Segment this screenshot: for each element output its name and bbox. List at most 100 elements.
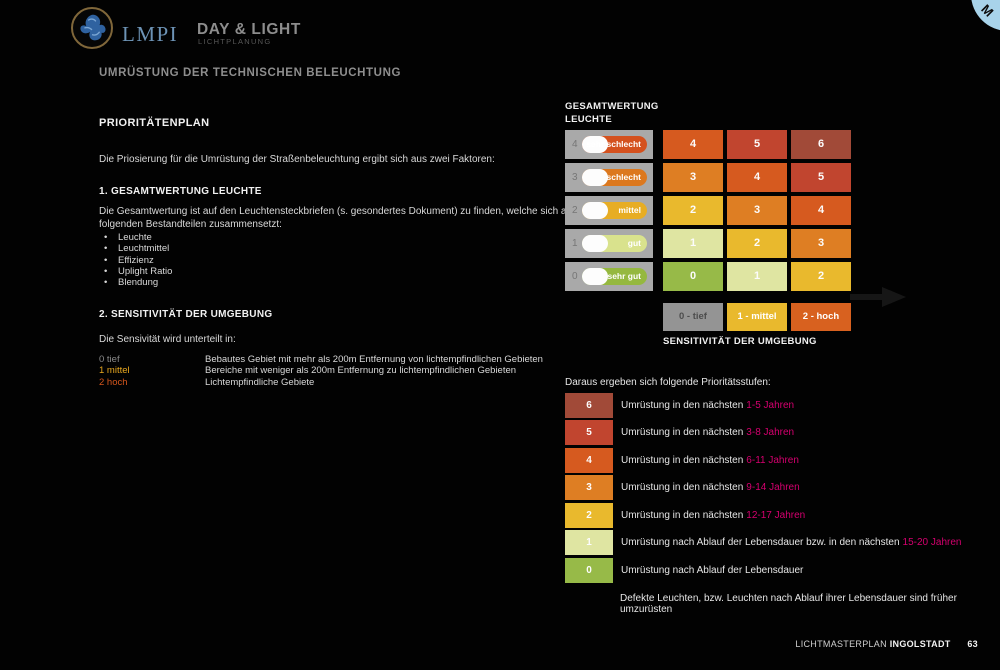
rating-value: 3 bbox=[572, 172, 578, 183]
slider-knob bbox=[582, 169, 608, 186]
matrix-col-axis-title: SENSITIVITÄT DER UMGEBUNG bbox=[663, 336, 817, 347]
intro-paragraph: Die Priosierung für die Umrüstung der St… bbox=[99, 154, 495, 165]
priority-row: 1 Umrüstung nach Ablauf der Lebensdauer … bbox=[565, 530, 961, 555]
priority-row: 4 Umrüstung in den nächsten 6-11 Jahren bbox=[565, 448, 799, 473]
bullet-item: Blendung bbox=[99, 277, 529, 289]
priority-years: 9-14 Jahren bbox=[746, 482, 800, 493]
matrix-cell: 4 bbox=[727, 163, 787, 192]
slider-knob bbox=[582, 268, 608, 285]
footer: LICHTMASTERPLAN INGOLSTADT 63 bbox=[795, 639, 978, 649]
matrix-cell: 0 bbox=[663, 262, 723, 291]
matrix-cell: 2 bbox=[727, 229, 787, 258]
slider-label: gut bbox=[627, 238, 641, 248]
lichtplanung-subtitle: LICHTPLANUNG bbox=[198, 37, 272, 46]
rating-slider-sehr-schlecht: 4 sehr schlecht bbox=[565, 130, 653, 159]
slider-knob bbox=[582, 235, 608, 252]
legend-row: 2 hoch Lichtempfindliche Gebiete bbox=[99, 377, 579, 388]
column-header-mittel: 1 - mittel bbox=[727, 303, 787, 331]
factor2-body: Die Sensivität wird unterteilt in: bbox=[99, 334, 236, 345]
rating-value: 1 bbox=[572, 238, 578, 249]
matrix-cell: 2 bbox=[791, 262, 851, 291]
priorities-intro: Daraus ergeben sich folgende Prioritätss… bbox=[565, 377, 771, 388]
factor1-heading: 1. GESAMTWERTUNG LEUCHTE bbox=[99, 186, 262, 197]
lmpi-logo-badge bbox=[71, 7, 113, 49]
priority-value-box: 4 bbox=[565, 448, 613, 473]
rating-slider-mittel: 2 mittel bbox=[565, 196, 653, 225]
slider-knob bbox=[582, 202, 608, 219]
matrix-row-axis-title: GESAMTWERTUNG LEUCHTE bbox=[565, 101, 659, 125]
priority-description: Umrüstung in den nächsten 6-11 Jahren bbox=[621, 455, 799, 466]
matrix-cell: 4 bbox=[791, 196, 851, 225]
priority-value-box: 6 bbox=[565, 393, 613, 418]
legend-label: 1 mittel bbox=[99, 365, 130, 377]
factor1-body: Die Gesamtwertung ist auf den Leuchtenst… bbox=[99, 206, 578, 230]
slider-label: sehr schlecht bbox=[586, 139, 641, 149]
legend-description: Lichtempfindliche Gebiete bbox=[205, 376, 315, 388]
priorities-footnote: Defekte Leuchten, bzw. Leuchten nach Abl… bbox=[620, 593, 957, 615]
legend-row: 0 tief Bebautes Gebiet mit mehr als 200m… bbox=[99, 354, 579, 365]
footer-city: INGOLSTADT bbox=[889, 639, 951, 649]
legend-label: 2 hoch bbox=[99, 376, 128, 388]
priority-years: 1-5 Jahren bbox=[746, 400, 795, 411]
matrix-cell: 3 bbox=[663, 163, 723, 192]
page-number: 63 bbox=[967, 639, 978, 649]
slider-label: schlecht bbox=[606, 172, 642, 182]
slider-track: gut bbox=[582, 235, 647, 252]
corner-letter: M bbox=[978, 1, 997, 20]
bullet-item: Uplight Ratio bbox=[99, 266, 529, 278]
priority-row: 0 Umrüstung nach Ablauf der Lebensdauer bbox=[565, 558, 806, 583]
slider-track: schlecht bbox=[582, 169, 647, 186]
slider-track: sehr gut bbox=[582, 268, 647, 285]
matrix-cell: 1 bbox=[727, 262, 787, 291]
footer-doc-title: LICHTMASTERPLAN bbox=[795, 639, 887, 649]
day-and-light-wordmark: DAY & LIGHT bbox=[197, 21, 301, 38]
corner-page-badge: M bbox=[971, 0, 1000, 31]
factor2-heading: 2. SENSITIVITÄT DER UMGEBUNG bbox=[99, 309, 273, 320]
priority-value-box: 1 bbox=[565, 530, 613, 555]
legend-description: Bereiche mit weniger als 200m Entfernung… bbox=[205, 365, 517, 377]
legend-label: 0 tief bbox=[99, 354, 120, 365]
rating-slider-schlecht: 3 schlecht bbox=[565, 163, 653, 192]
priority-description: Umrüstung in den nächsten 1-5 Jahren bbox=[621, 400, 795, 411]
factor1-bullet-list: Leuchte Leuchtmittel Effizienz Uplight R… bbox=[99, 232, 529, 289]
arrow-right-icon bbox=[850, 284, 908, 315]
slider-label: mittel bbox=[618, 205, 641, 215]
priority-years: 15-20 Jahren bbox=[902, 537, 962, 548]
priority-value-box: 0 bbox=[565, 558, 613, 583]
rating-value: 4 bbox=[572, 139, 578, 150]
rating-slider-gut: 1 gut bbox=[565, 229, 653, 258]
matrix-cell: 6 bbox=[791, 130, 851, 159]
page-title: UMRÜSTUNG DER TECHNISCHEN BELEUCHTUNG bbox=[99, 67, 402, 79]
matrix-cell: 2 bbox=[663, 196, 723, 225]
priority-value-box: 5 bbox=[565, 420, 613, 445]
priority-years: 12-17 Jahren bbox=[746, 510, 806, 521]
priority-row: 3 Umrüstung in den nächsten 9-14 Jahren bbox=[565, 475, 800, 500]
priority-value-box: 2 bbox=[565, 503, 613, 528]
matrix-cell: 5 bbox=[727, 130, 787, 159]
rating-value: 0 bbox=[572, 271, 578, 282]
priority-description: Umrüstung in den nächsten 9-14 Jahren bbox=[621, 482, 800, 493]
bullet-item: Leuchtmittel bbox=[99, 243, 529, 255]
section-title: PRIORITÄTENPLAN bbox=[99, 117, 210, 129]
lion-logo-icon bbox=[73, 9, 111, 47]
priority-value-box: 3 bbox=[565, 475, 613, 500]
priority-row: 5 Umrüstung in den nächsten 3-8 Jahren bbox=[565, 420, 794, 445]
priority-row: 6 Umrüstung in den nächsten 1-5 Jahren bbox=[565, 393, 794, 418]
priority-years: 3-8 Jahren bbox=[746, 427, 795, 438]
matrix-cell: 5 bbox=[791, 163, 851, 192]
matrix-cell: 4 bbox=[663, 130, 723, 159]
slider-label: sehr gut bbox=[607, 271, 641, 281]
rating-slider-sehr-gut: 0 sehr gut bbox=[565, 262, 653, 291]
slider-track: sehr schlecht bbox=[582, 136, 647, 153]
column-header-tief: 0 - tief bbox=[663, 303, 723, 331]
rating-value: 2 bbox=[572, 205, 578, 216]
bullet-item: Leuchte bbox=[99, 232, 529, 244]
sensitivity-legend: 0 tief Bebautes Gebiet mit mehr als 200m… bbox=[99, 354, 579, 388]
bullet-item: Effizienz bbox=[99, 255, 529, 267]
priority-years: 6-11 Jahren bbox=[746, 455, 799, 466]
legend-description: Bebautes Gebiet mit mehr als 200m Entfer… bbox=[205, 354, 543, 365]
matrix-cell: 1 bbox=[663, 229, 723, 258]
priority-description: Umrüstung nach Ablauf der Lebensdauer bz… bbox=[621, 537, 962, 548]
lmpi-wordmark: LMPI bbox=[122, 22, 179, 46]
